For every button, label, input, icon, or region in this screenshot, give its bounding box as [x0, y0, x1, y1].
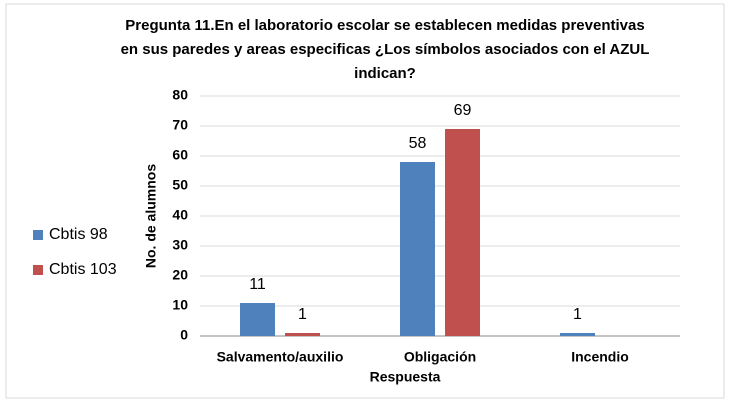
- bar: [400, 162, 435, 336]
- data-label: 58: [409, 135, 427, 152]
- bar: [240, 303, 275, 336]
- data-label: 11: [249, 276, 266, 293]
- data-label: 69: [454, 102, 472, 119]
- data-label: 1: [573, 306, 582, 323]
- chart-title: Pregunta 11.En el laboratorio escolar se…: [125, 17, 644, 34]
- x-tick-label: Incendio: [571, 349, 629, 365]
- chart-title: indican?: [354, 65, 416, 82]
- y-tick-label: 0: [180, 327, 188, 343]
- y-tick-label: 20: [172, 267, 188, 283]
- y-axis-label: No. de alumnos: [143, 164, 159, 268]
- y-tick-label: 50: [172, 177, 188, 193]
- x-axis-label: Respuesta: [370, 369, 441, 385]
- y-tick-label: 30: [172, 237, 188, 253]
- y-tick-label: 70: [172, 117, 188, 133]
- legend-label: Cbtis 98: [49, 226, 108, 243]
- bar: [285, 333, 320, 336]
- y-tick-label: 60: [172, 147, 188, 163]
- data-label: 1: [298, 306, 307, 323]
- legend-swatch: [33, 265, 43, 275]
- y-tick-label: 80: [172, 87, 188, 103]
- x-tick-label: Obligación: [404, 349, 476, 365]
- chart-frame: [5, 3, 725, 399]
- y-tick-label: 40: [172, 207, 188, 223]
- legend-swatch: [33, 230, 43, 240]
- chart-title: en sus paredes y areas especificas ¿Los …: [121, 41, 650, 58]
- bar: [445, 129, 480, 336]
- y-tick-label: 10: [172, 297, 188, 313]
- bar: [560, 333, 595, 336]
- x-tick-label: Salvamento/auxilio: [217, 349, 344, 365]
- legend-label: Cbtis 103: [49, 261, 117, 278]
